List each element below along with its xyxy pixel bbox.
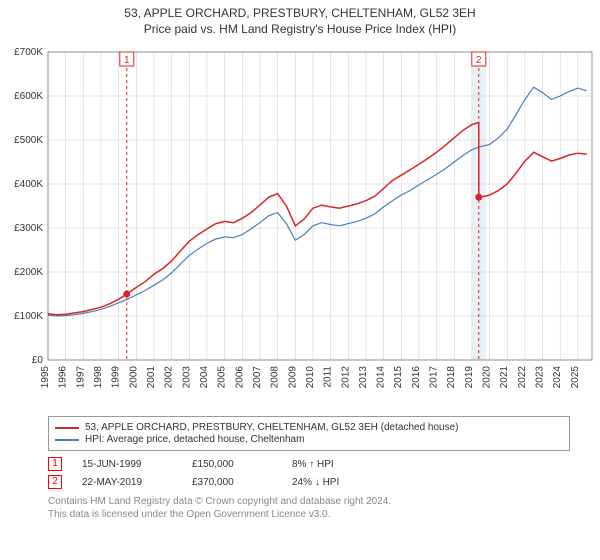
legend-item: HPI: Average price, detached house, Chel… xyxy=(55,434,563,445)
chart-plot-area: £0 £100K £200K £300K £400K £500K £600K £700K 199… xyxy=(0,42,600,410)
attribution-line: Contains HM Land Registry data © Crown c… xyxy=(48,495,600,508)
legend-swatch xyxy=(55,427,79,429)
event-delta: 24% ↓ HPI xyxy=(292,477,339,488)
legend-label: 53, APPLE ORCHARD, PRESTBURY, CHELTENHAM… xyxy=(85,422,459,433)
svg-text:2015: 2015 xyxy=(393,366,404,389)
svg-text:£600K: £600K xyxy=(14,91,43,102)
event-date: 22-MAY-2019 xyxy=(82,477,192,488)
svg-text:2024: 2024 xyxy=(552,366,563,389)
svg-text:2006: 2006 xyxy=(234,366,245,389)
event-marker-box: 1 xyxy=(48,457,62,471)
svg-text:2008: 2008 xyxy=(270,366,281,389)
event-price: £150,000 xyxy=(192,459,292,470)
svg-text:1998: 1998 xyxy=(93,366,104,389)
svg-text:2010: 2010 xyxy=(305,366,316,389)
event-row: 2 22-MAY-2019 £370,000 24% ↓ HPI xyxy=(48,475,600,489)
svg-text:2005: 2005 xyxy=(217,366,228,389)
svg-text:2000: 2000 xyxy=(128,366,139,389)
legend-swatch xyxy=(55,439,79,441)
chart-legend: 53, APPLE ORCHARD, PRESTBURY, CHELTENHAM… xyxy=(48,416,570,451)
svg-text:2014: 2014 xyxy=(376,366,387,389)
svg-text:2025: 2025 xyxy=(570,366,581,389)
svg-text:£100K: £100K xyxy=(14,311,43,322)
chart-title-address: 53, APPLE ORCHARD, PRESTBURY, CHELTENHAM… xyxy=(0,6,600,20)
svg-text:2: 2 xyxy=(476,55,482,66)
svg-text:2007: 2007 xyxy=(252,366,263,389)
svg-text:1997: 1997 xyxy=(75,366,86,389)
event-marker-box: 2 xyxy=(48,475,62,489)
event-date: 15-JUN-1999 xyxy=(82,459,192,470)
svg-text:2001: 2001 xyxy=(146,366,157,389)
svg-text:2002: 2002 xyxy=(164,366,175,389)
svg-text:2009: 2009 xyxy=(287,366,298,389)
svg-text:£0: £0 xyxy=(32,355,44,366)
svg-text:2018: 2018 xyxy=(446,366,457,389)
svg-text:1995: 1995 xyxy=(40,366,51,389)
svg-text:1: 1 xyxy=(124,55,130,66)
svg-text:2004: 2004 xyxy=(199,366,210,389)
svg-text:2019: 2019 xyxy=(464,366,475,389)
svg-text:1996: 1996 xyxy=(58,366,69,389)
svg-text:2017: 2017 xyxy=(429,366,440,389)
event-price: £370,000 xyxy=(192,477,292,488)
legend-item: 53, APPLE ORCHARD, PRESTBURY, CHELTENHAM… xyxy=(55,422,563,433)
chart-container: 53, APPLE ORCHARD, PRESTBURY, CHELTENHAM… xyxy=(0,0,600,521)
svg-text:£400K: £400K xyxy=(14,179,43,190)
event-row: 1 15-JUN-1999 £150,000 8% ↑ HPI xyxy=(48,457,600,471)
events-table: 1 15-JUN-1999 £150,000 8% ↑ HPI 2 22-MAY… xyxy=(48,457,600,489)
svg-text:2021: 2021 xyxy=(499,366,510,389)
svg-text:2016: 2016 xyxy=(411,366,422,389)
svg-text:1999: 1999 xyxy=(111,366,122,389)
legend-label: HPI: Average price, detached house, Chel… xyxy=(85,434,304,445)
svg-text:2022: 2022 xyxy=(517,366,528,389)
svg-text:2013: 2013 xyxy=(358,366,369,389)
svg-text:2011: 2011 xyxy=(323,366,334,388)
svg-text:2023: 2023 xyxy=(535,366,546,389)
svg-text:£200K: £200K xyxy=(14,267,43,278)
svg-text:2003: 2003 xyxy=(181,366,192,389)
svg-text:2020: 2020 xyxy=(482,366,493,389)
chart-title-subtitle: Price paid vs. HM Land Registry's House … xyxy=(0,22,600,36)
svg-text:£300K: £300K xyxy=(14,223,43,234)
svg-text:2012: 2012 xyxy=(340,366,351,389)
attribution-line: This data is licensed under the Open Gov… xyxy=(48,508,600,521)
attribution-text: Contains HM Land Registry data © Crown c… xyxy=(48,495,600,521)
svg-text:£500K: £500K xyxy=(14,135,43,146)
event-delta: 8% ↑ HPI xyxy=(292,459,334,470)
chart-svg: £0 £100K £200K £300K £400K £500K £600K £700K 199… xyxy=(0,42,600,410)
svg-text:£700K: £700K xyxy=(14,47,43,58)
